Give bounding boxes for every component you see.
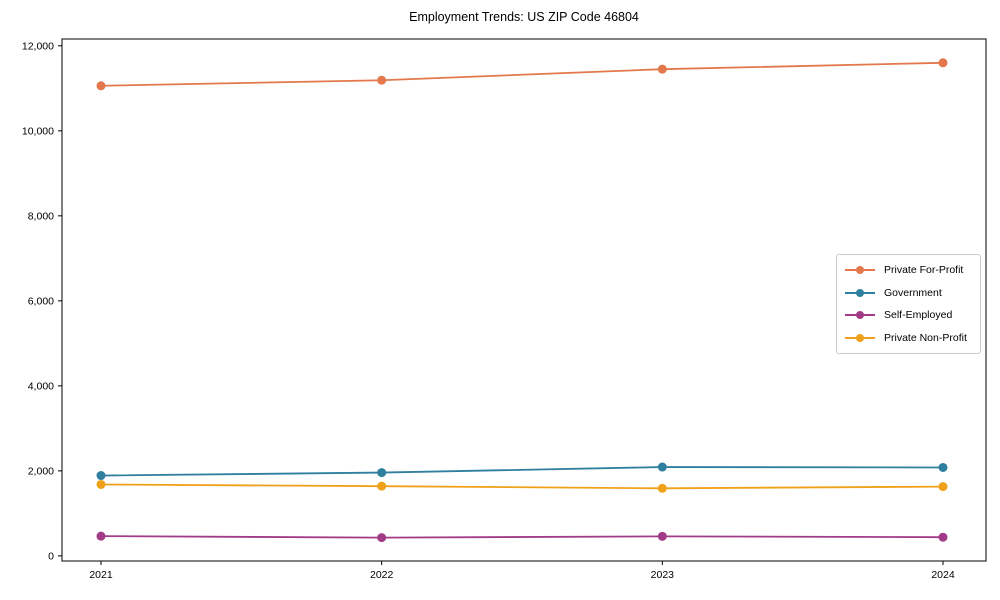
legend: Private For-Profit Government Self-Emplo…	[836, 254, 981, 354]
legend-label: Private Non-Profit	[884, 331, 967, 344]
data-point	[657, 531, 667, 541]
data-point	[96, 479, 106, 489]
data-point	[377, 75, 387, 85]
legend-label: Private For-Profit	[884, 264, 964, 277]
series-line	[100, 61, 944, 87]
data-point	[938, 58, 948, 68]
series-line	[100, 535, 944, 539]
legend-line-dot-icon	[845, 288, 875, 298]
x-tick-label: 2024	[931, 569, 955, 581]
data-point	[96, 531, 106, 541]
y-tick-label: 6,000	[28, 295, 54, 307]
data-point	[96, 471, 106, 481]
data-point	[657, 64, 667, 74]
x-tick-label: 2022	[370, 569, 394, 581]
series-line	[100, 466, 944, 477]
legend-line-dot-icon	[845, 310, 875, 320]
y-tick-label: 12,000	[22, 40, 54, 52]
data-point	[938, 532, 948, 542]
y-tick-label: 10,000	[22, 125, 54, 137]
x-tick-label: 2023	[651, 569, 675, 581]
data-point	[96, 81, 106, 91]
legend-label: Self-Employed	[884, 309, 953, 322]
data-point	[657, 462, 667, 472]
y-tick-label: 4,000	[28, 380, 54, 392]
chart-title: Employment Trends: US ZIP Code 46804	[409, 10, 639, 24]
y-tick-label: 8,000	[28, 210, 54, 222]
data-point	[938, 482, 948, 492]
plot-border	[61, 38, 987, 562]
legend-line-dot-icon	[845, 265, 875, 275]
y-tick-label: 2,000	[28, 465, 54, 477]
legend-item-self-employed: Self-Employed	[845, 307, 972, 324]
data-point	[377, 533, 387, 543]
legend-line-dot-icon	[845, 333, 875, 343]
data-point	[377, 468, 387, 478]
data-point	[657, 483, 667, 493]
x-tick-label: 2021	[89, 569, 113, 581]
series-line	[100, 483, 944, 490]
data-point	[938, 462, 948, 472]
legend-label: Government	[884, 286, 942, 299]
legend-item-private-for-profit: Private For-Profit	[845, 262, 972, 279]
data-point	[377, 481, 387, 491]
legend-item-government: Government	[845, 285, 972, 302]
y-tick-label: 0	[48, 550, 54, 562]
legend-item-private-non-profit: Private Non-Profit	[845, 330, 972, 347]
